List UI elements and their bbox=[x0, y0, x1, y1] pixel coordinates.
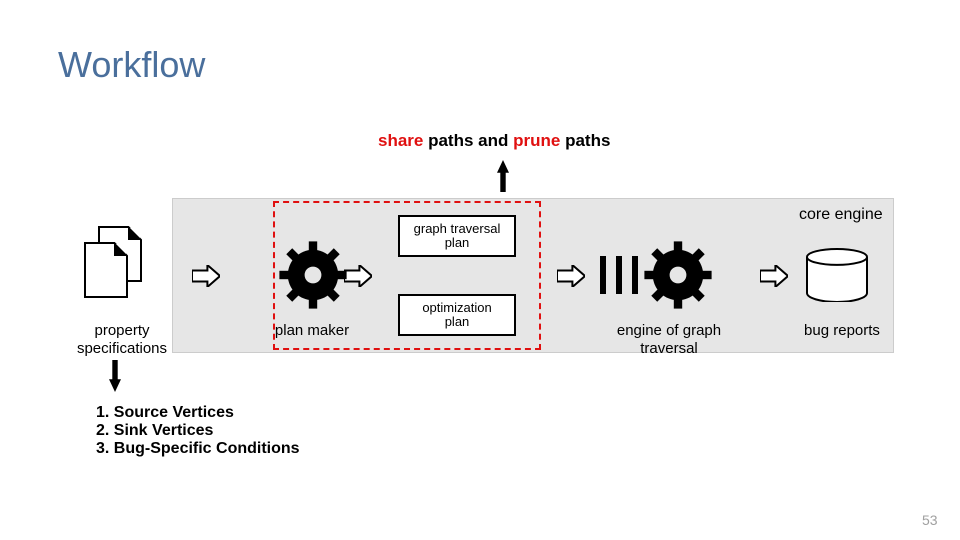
plan-box: graph traversal plan bbox=[398, 215, 516, 257]
property-list: 1. Source Vertices2. Sink Vertices3. Bug… bbox=[96, 404, 300, 458]
list-item: 2. Sink Vertices bbox=[96, 422, 300, 440]
slide: Workflow share paths and prune paths cor… bbox=[0, 0, 960, 540]
list-item: 1. Source Vertices bbox=[96, 404, 300, 422]
list-item: 3. Bug-Specific Conditions bbox=[96, 440, 300, 458]
diagram-label: bug reports bbox=[792, 322, 892, 340]
flow-arrow-icon bbox=[344, 265, 372, 287]
engine-bars-icon bbox=[600, 256, 648, 294]
annotation-part: prune bbox=[513, 131, 560, 150]
core-engine-label: core engine bbox=[799, 206, 883, 224]
diagram-label: property specifications bbox=[66, 322, 178, 358]
annotation-part: paths and bbox=[423, 131, 513, 150]
gear-icon bbox=[278, 240, 348, 310]
arrow-up-icon bbox=[497, 160, 509, 197]
flow-arrow-icon bbox=[760, 265, 788, 287]
diagram-label: plan maker bbox=[257, 322, 367, 340]
annotation-part: paths bbox=[560, 131, 610, 150]
annotation-part: share bbox=[378, 131, 423, 150]
flow-arrow-icon bbox=[557, 265, 585, 287]
flow-arrow-icon bbox=[192, 265, 220, 287]
database-cylinder-icon bbox=[805, 248, 869, 307]
plan-box: optimization plan bbox=[398, 294, 516, 336]
slide-title: Workflow bbox=[58, 44, 205, 86]
top-annotation: share paths and prune paths bbox=[378, 131, 610, 151]
gear-icon bbox=[643, 240, 713, 310]
arrow-down-icon bbox=[109, 360, 121, 397]
documents-icon bbox=[84, 226, 154, 306]
diagram-label: engine of graph traversal bbox=[594, 322, 744, 358]
page-number: 53 bbox=[922, 512, 938, 528]
